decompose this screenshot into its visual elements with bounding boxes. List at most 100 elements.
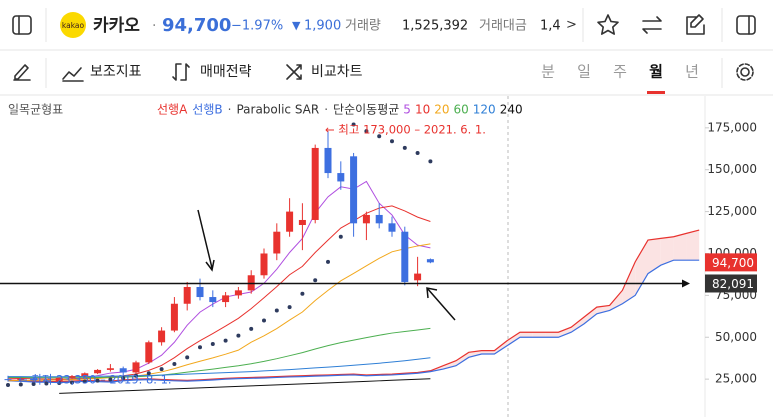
- candle-body: [286, 211, 294, 232]
- leading-span: [7, 259, 700, 384]
- candle-body: [196, 286, 204, 298]
- sar-dot: [6, 383, 10, 388]
- draw-icon[interactable]: [13, 64, 31, 81]
- period-button[interactable]: 일: [577, 63, 591, 81]
- period-button[interactable]: 월: [649, 63, 663, 81]
- stock-logo-bg: [60, 12, 86, 38]
- y-tick-label: 125,000: [707, 204, 757, 218]
- candle-body: [183, 286, 191, 304]
- candle-body: [106, 368, 114, 370]
- sar-dot: [70, 380, 74, 385]
- sar-dot: [338, 234, 343, 239]
- candle-body: [337, 173, 345, 182]
- sar-dot: [313, 278, 318, 283]
- sar-dot: [108, 377, 113, 382]
- last-price-label-box: [705, 253, 757, 272]
- cloud-fill: [545, 332, 559, 338]
- legend-item: 240: [500, 103, 523, 117]
- edit-icon[interactable]: [686, 14, 705, 35]
- panel-icon[interactable]: [736, 15, 756, 35]
- compare-icon: [286, 64, 302, 80]
- cloud-fill: [494, 340, 508, 355]
- moving-average: [7, 205, 431, 380]
- last-price-label: 94,700: [712, 256, 754, 270]
- horizontal-line-arrow: [682, 279, 690, 288]
- layout-icon[interactable]: [12, 15, 32, 35]
- settings-icon[interactable]: [740, 67, 750, 77]
- indicators-button[interactable]: 보조지표: [90, 64, 142, 80]
- favorite-icon[interactable]: [597, 14, 619, 35]
- candle-body: [362, 214, 370, 224]
- annotation-low: ← 최저 23,350 – 2019. 8. 1.: [18, 373, 172, 387]
- compare-button[interactable]: 비교차트: [311, 64, 363, 80]
- sar-dot: [249, 326, 254, 331]
- candle-body: [158, 330, 166, 343]
- sar-dot: [172, 362, 177, 367]
- cloud-fill: [507, 332, 520, 346]
- change: 1,900: [304, 19, 341, 34]
- sar-dot: [146, 371, 151, 376]
- cloud-fill: [673, 233, 687, 261]
- candle-body: [132, 362, 140, 373]
- annotation-high: ← 최고 173,000 – 2021. 6. 1.: [325, 123, 486, 137]
- cloud-fill: [443, 360, 456, 370]
- candle-body: [311, 147, 319, 220]
- sar-dot: [31, 381, 36, 386]
- candle-body: [17, 378, 25, 380]
- moving-average: [59, 180, 431, 381]
- candle-body: [298, 219, 306, 226]
- sar-dot: [44, 381, 49, 386]
- legend-separator: ·: [228, 103, 232, 117]
- legend-title: 단순이동평균: [333, 103, 399, 117]
- candle-body: [94, 369, 102, 374]
- moving-average: [8, 357, 431, 378]
- y-tick-label: 50,000: [715, 330, 757, 344]
- cloud-fill: [456, 352, 469, 366]
- period-button[interactable]: 년: [685, 63, 699, 81]
- sar-dot: [159, 367, 164, 372]
- candle-body: [324, 147, 332, 174]
- sar-dot: [223, 338, 228, 343]
- moving-average: [8, 327, 431, 379]
- cloud-fill: [532, 332, 546, 338]
- candle-body: [388, 223, 396, 232]
- strategy-button[interactable]: 매매전략: [200, 64, 252, 80]
- swap-icon[interactable]: [642, 16, 662, 34]
- sar-dot: [415, 150, 420, 155]
- candle-body: [414, 273, 422, 281]
- candle-body: [350, 156, 358, 224]
- line-price-label: 82,091: [712, 277, 754, 291]
- moving-average: [7, 243, 431, 382]
- more-button[interactable]: >: [566, 18, 577, 33]
- candle-body: [209, 297, 217, 303]
- candle-body: [81, 373, 89, 377]
- candle-body: [375, 214, 383, 224]
- legend-separator: ·: [324, 103, 328, 117]
- amount-label: 거래대금: [479, 19, 527, 34]
- volume: 1,525,392: [402, 19, 468, 34]
- candle-body: [55, 377, 63, 382]
- candle-body: [273, 231, 281, 254]
- cloud-fill: [686, 230, 700, 261]
- sar-dot: [390, 139, 394, 144]
- sar-dot: [402, 145, 407, 150]
- candle-body: [401, 231, 409, 282]
- cloud-fill: [648, 238, 661, 274]
- amount: 1,4: [540, 19, 561, 34]
- legend-item: 10: [415, 103, 430, 117]
- period-button[interactable]: 분: [541, 63, 555, 81]
- legend-item: 선행B: [192, 102, 222, 117]
- candle-body: [260, 253, 268, 276]
- sar-dot: [377, 134, 382, 139]
- y-tick-label: 25,000: [715, 372, 757, 386]
- period-button[interactable]: 주: [613, 63, 627, 81]
- cloud-fill: [660, 236, 674, 266]
- leading-span: [7, 229, 700, 383]
- line-price-label-box: [705, 274, 757, 293]
- separator-dot: ·: [152, 18, 156, 34]
- price: 94,700: [162, 15, 231, 36]
- sar-dot: [351, 122, 356, 127]
- legend-item: Parabolic SAR: [236, 103, 319, 117]
- candle-body: [170, 303, 178, 331]
